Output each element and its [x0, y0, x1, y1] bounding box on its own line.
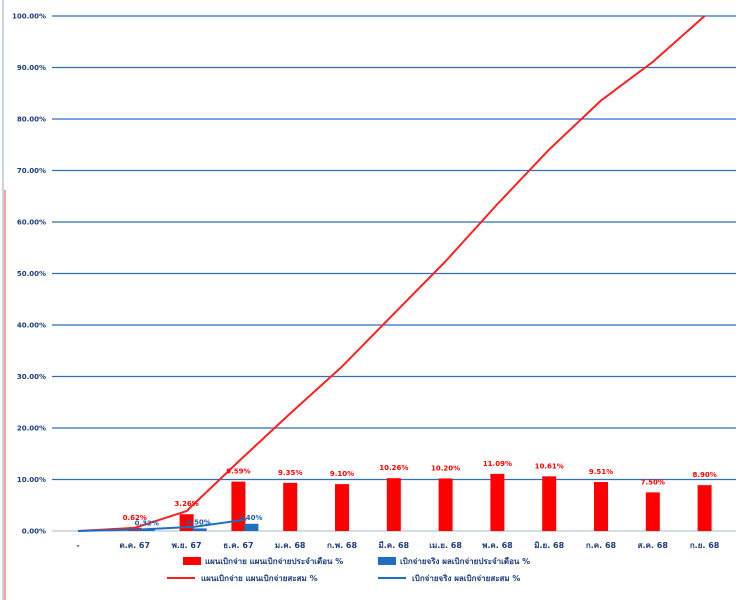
- y-axis: 0.00% 10.00% 20.00% 30.00% 40.00% 50.00% 60.00…: [12, 13, 46, 536]
- y-tick-label: 50.00%: [17, 270, 46, 278]
- plan-bar-label: 9.59%: [226, 468, 250, 476]
- actual-bar: [192, 528, 207, 531]
- lines: [77, 15, 706, 532]
- plan-bar: [386, 478, 401, 531]
- plan-bar: [697, 485, 712, 531]
- plan-bar: [283, 482, 298, 531]
- x-tick-label: ม.ค. 68: [275, 541, 306, 550]
- y-tick-label: 40.00%: [17, 322, 46, 330]
- plan-cumulative-line: [77, 15, 706, 532]
- data-labels: 0.62%0.32% 3.26% 0.50% 9.59% 1.40% 9.35% 9.10%…: [123, 460, 717, 527]
- plan-bar: [542, 476, 557, 531]
- x-tick-label: ต.ค. 67: [120, 541, 151, 550]
- legend-plan-monthly-label: แผนเบิกจ่าย แผนเบิกจ่ายประจำเดือน %: [205, 556, 343, 566]
- plan-bar-label: 9.10%: [330, 470, 354, 478]
- actual-bar-label: 1.40%: [238, 514, 262, 522]
- x-tick-label: พ.ย. 67: [172, 541, 202, 550]
- legend-actual-monthly-label: เบิกจ่ายจริง ผลเบิกจ่ายประจำเดือน %: [400, 556, 530, 566]
- x-tick-label: มี.ค. 68: [378, 540, 409, 550]
- x-tick-label: -: [76, 541, 79, 550]
- x-tick-label: ก.ย. 68: [690, 541, 720, 550]
- legend-actual-cumulative-label: เบิกจ่ายจริง ผลเบิกจ่ายสะสม %: [412, 574, 520, 583]
- plan-bar: [645, 492, 660, 531]
- actual-cumulative-line: [77, 518, 247, 532]
- actual-bar: [140, 529, 155, 531]
- x-axis: - ต.ค. 67 พ.ย. 67 ธ.ค. 67 ม.ค. 68 ก.พ. 68 มี.ค…: [76, 540, 719, 550]
- y-tick-label: 70.00%: [17, 167, 46, 175]
- y-tick-label: 10.00%: [17, 476, 46, 484]
- y-tick-label: 80.00%: [17, 116, 46, 124]
- x-tick-label: ส.ค. 68: [638, 541, 669, 550]
- plan-bar: [335, 484, 349, 531]
- legend-plan-monthly-swatch: [183, 557, 201, 565]
- plan-bar-label: 9.51%: [589, 468, 613, 476]
- x-tick-label: พ.ค. 68: [482, 541, 513, 550]
- x-tick-label: ก.พ. 68: [327, 541, 358, 550]
- plan-bar-label: 3.26%: [174, 500, 198, 508]
- bars: [127, 473, 712, 531]
- plan-bar-label: 10.26%: [379, 464, 408, 472]
- gridlines: [52, 15, 736, 532]
- legend-actual-monthly-swatch: [378, 557, 396, 565]
- y-tick-label: 100.00%: [12, 13, 46, 21]
- legend: แผนเบิกจ่าย แผนเบิกจ่ายประจำเดือน % เบิกจ…: [167, 556, 530, 583]
- y-tick-label: 0.00%: [22, 528, 46, 536]
- y-tick-label: 90.00%: [17, 64, 46, 72]
- actual-bar: [244, 523, 259, 531]
- plan-bar-label: 7.50%: [641, 478, 665, 486]
- legend-plan-cumulative-label: แผนเบิกจ่าย แผนเบิกจ่ายสะสม %: [201, 574, 318, 583]
- plan-bar: [231, 481, 246, 531]
- plan-bar-label: 0.62%: [123, 514, 147, 522]
- plan-bar-label: 10.20%: [431, 464, 460, 472]
- x-tick-label: ก.ค. 68: [586, 541, 617, 550]
- y-tick-label: 20.00%: [17, 425, 46, 433]
- plan-bar-label: 10.61%: [535, 462, 564, 470]
- y-tick-label: 60.00%: [17, 219, 46, 227]
- actual-bar-label: 0.50%: [186, 518, 210, 526]
- plan-bar: [490, 473, 505, 531]
- plan-bar-label: 9.35%: [278, 469, 302, 477]
- plan-bar: [594, 482, 608, 531]
- plan-bar-label: 8.90%: [692, 471, 716, 479]
- plan-bar: [438, 478, 453, 531]
- x-tick-label: เม.ย. 68: [429, 541, 462, 550]
- x-tick-label: ธ.ค. 67: [223, 541, 253, 550]
- actual-bar-label: 0.32%: [135, 519, 159, 527]
- y-tick-label: 30.00%: [17, 373, 46, 381]
- x-tick-label: มิ.ย. 68: [534, 541, 564, 550]
- plan-bar-label: 11.09%: [483, 460, 512, 468]
